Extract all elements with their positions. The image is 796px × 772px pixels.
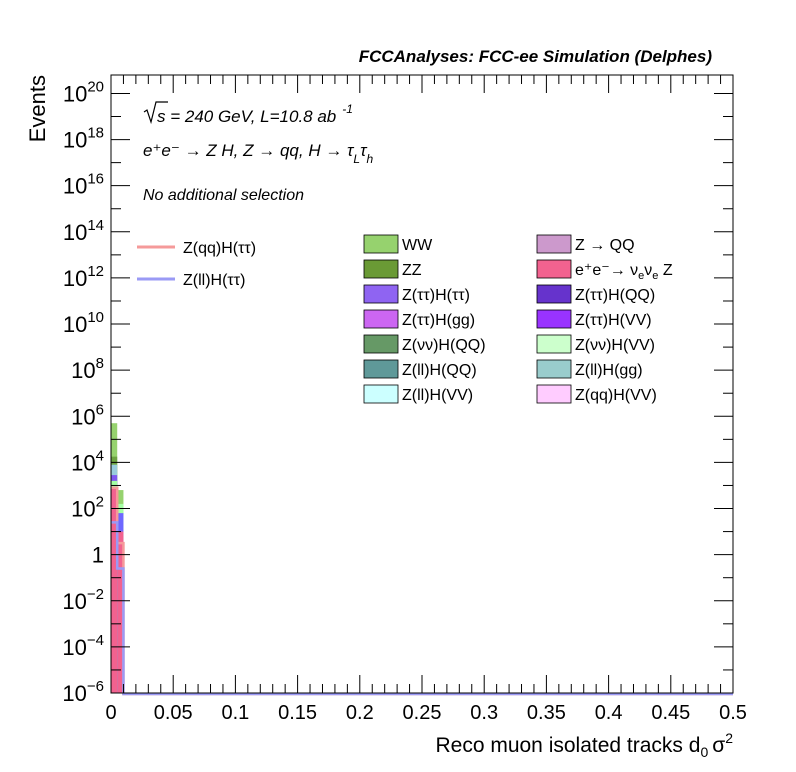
legend-label: Z(νν)H(VV) bbox=[575, 337, 655, 354]
legend-label: Z(ll)H(gg) bbox=[575, 362, 643, 379]
legend-swatch bbox=[363, 359, 399, 379]
annotation-selection: No additional selection bbox=[143, 187, 304, 204]
x-tick-label: 0.25 bbox=[403, 702, 442, 724]
legend-swatch bbox=[536, 284, 572, 304]
x-tick-label: 0.35 bbox=[527, 702, 566, 724]
y-tick-label: 108 bbox=[71, 355, 104, 383]
legend-swatch bbox=[363, 384, 399, 404]
legend-signal-label: Z(qq)H(ττ) bbox=[183, 240, 256, 257]
y-tick-label: 1010 bbox=[63, 309, 104, 337]
bar-bin1-layer3 bbox=[117, 531, 124, 693]
legend-swatch bbox=[363, 284, 399, 304]
x-tick-label: 0 bbox=[105, 702, 116, 724]
svg-text:s = 240 GeV, L=10.8 ab-1: s = 240 GeV, L=10.8 ab -1 bbox=[157, 102, 353, 126]
y-tick-label: 1018 bbox=[63, 125, 104, 153]
y-tick-label: 1014 bbox=[63, 217, 104, 245]
annotation-process: e⁺e⁻ → Z H, Z → qq, H → τLτh bbox=[143, 141, 373, 166]
x-tick-label: 0.1 bbox=[221, 702, 249, 724]
x-axis-label: Reco muon isolated tracks d0 σ2 bbox=[435, 730, 733, 760]
x-tick-label: 0.15 bbox=[278, 702, 317, 724]
legend-label: Z(ττ)H(VV) bbox=[575, 312, 652, 329]
legend-swatch bbox=[536, 259, 572, 279]
signal-line-0 bbox=[111, 486, 733, 696]
legend-swatch bbox=[363, 234, 399, 254]
x-tick-label: 0.2 bbox=[346, 702, 374, 724]
legend-label: e⁺e⁻→ νeνe Z bbox=[575, 262, 673, 282]
signal-line-1 bbox=[111, 521, 733, 696]
legend-label: Z(ll)H(VV) bbox=[402, 387, 473, 404]
annotation-energy: s = 240 GeV, L=10.8 ab -1 bbox=[143, 101, 353, 126]
legend-label: WW bbox=[402, 237, 433, 254]
y-tick-label: 10−2 bbox=[62, 586, 104, 614]
legend-label: ZZ bbox=[402, 262, 422, 279]
legend: Z(qq)H(ττ) Z(ll)H(ττ) WW Z → QQ ZZ e⁺e⁻→ νeνe… bbox=[137, 234, 673, 404]
bar-bin0-layer5 bbox=[111, 487, 118, 693]
legend-label: Z(qq)H(VV) bbox=[575, 387, 657, 404]
legend-swatch bbox=[536, 234, 572, 254]
legend-swatch bbox=[363, 259, 399, 279]
y-axis-label: Events bbox=[25, 75, 50, 142]
chart-title: FCCAnalyses: FCC-ee Simulation (Delphes) bbox=[359, 47, 713, 66]
plot-frame bbox=[110, 74, 734, 694]
legend-swatch bbox=[536, 309, 572, 329]
legend-label: Z → QQ bbox=[575, 237, 635, 254]
x-tick-label: 0.4 bbox=[595, 702, 623, 724]
y-axis: 10−6 10−4 10−2 1 102 104 106 108 1010 1012 1014 101… bbox=[62, 78, 733, 706]
legend-label: Z(ττ)H(QQ) bbox=[575, 287, 655, 304]
legend-swatch bbox=[536, 384, 572, 404]
x-tick-label: 0.45 bbox=[651, 702, 690, 724]
legend-swatch bbox=[363, 334, 399, 354]
legend-label: Z(ll)H(QQ) bbox=[402, 362, 477, 379]
y-tick-label: 1016 bbox=[63, 171, 104, 199]
stacked-bars bbox=[111, 423, 124, 693]
y-tick-label: 106 bbox=[71, 401, 104, 429]
x-axis: 0 0.05 0.1 0.15 0.2 0.25 0.3 0.35 0.4 0.45 0.5 bbox=[105, 75, 747, 724]
legend-label: Z(νν)H(QQ) bbox=[402, 337, 486, 354]
y-tick-label: 1012 bbox=[63, 263, 104, 291]
legend-swatch bbox=[536, 359, 572, 379]
sqrt-symbol bbox=[143, 101, 168, 125]
legend-signal-label: Z(ll)H(ττ) bbox=[183, 272, 245, 289]
legend-label: Z(ττ)H(gg) bbox=[402, 312, 475, 329]
legend-swatch bbox=[363, 309, 399, 329]
y-tick-label: 1020 bbox=[63, 78, 104, 106]
x-tick-label: 0.05 bbox=[154, 702, 193, 724]
y-tick-label: 10−6 bbox=[62, 678, 104, 706]
legend-swatch bbox=[536, 334, 572, 354]
y-tick-label: 10−4 bbox=[62, 632, 104, 660]
legend-label: Z(ττ)H(ττ) bbox=[402, 287, 470, 304]
y-tick-label: 1 bbox=[92, 543, 104, 568]
signal-lines bbox=[111, 486, 733, 696]
x-tick-label: 0.5 bbox=[719, 702, 747, 724]
x-tick-label: 0.3 bbox=[470, 702, 498, 724]
y-tick-label: 102 bbox=[71, 494, 104, 522]
y-tick-label: 104 bbox=[71, 447, 104, 475]
